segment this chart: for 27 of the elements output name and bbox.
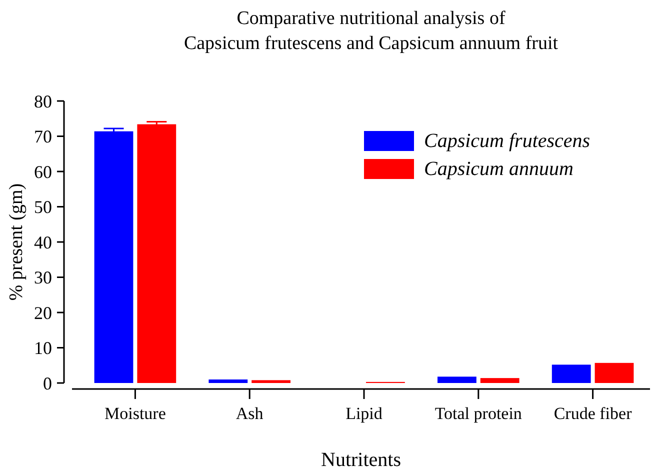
x-tick-label: Lipid [346, 404, 383, 423]
bar [594, 362, 634, 383]
y-tick-label: 20 [34, 302, 52, 323]
x-tick-label: Crude fiber [554, 404, 632, 423]
x-tick-label: Total protein [434, 404, 522, 423]
y-axis-title: % present (gm) [6, 183, 27, 301]
legend-label: Capsicum frutescens [424, 130, 590, 152]
y-tick-label: 10 [34, 338, 52, 358]
y-tick-label: 80 [34, 91, 52, 112]
legend-label: Capsicum annuum [424, 158, 574, 180]
y-tick-label: 60 [34, 162, 52, 182]
x-tick-label: Moisture [104, 404, 166, 423]
bar [137, 124, 176, 383]
y-tick-label: 50 [34, 197, 52, 218]
x-tick-label: Ash [236, 404, 264, 423]
bar [252, 380, 290, 383]
chart-title: Comparative nutritional analysis of Capsicum frutescens and Capsicum annuum fruit [184, 8, 559, 54]
y-tick-label: 30 [34, 268, 52, 288]
bar [480, 378, 520, 383]
y-tick-label: 40 [34, 232, 52, 252]
y-tick-label: 70 [34, 126, 52, 147]
bar [438, 376, 476, 383]
y-tick-label: 0 [43, 373, 52, 394]
bar [208, 379, 248, 383]
bar [552, 364, 591, 383]
bar [94, 131, 134, 383]
x-axis-title: Nutritents [321, 449, 402, 471]
